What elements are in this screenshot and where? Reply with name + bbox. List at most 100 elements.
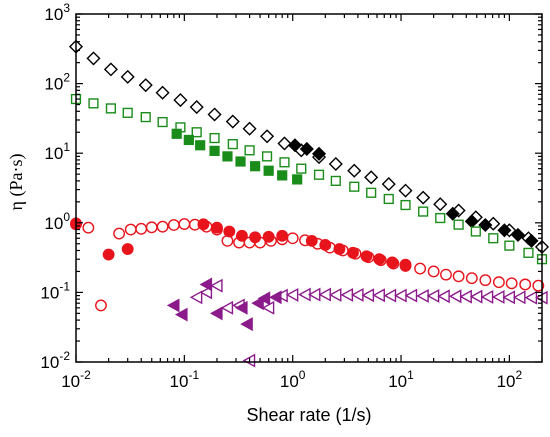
marker-square-open (488, 233, 499, 244)
marker-square-open (261, 151, 273, 162)
marker-triangle-left-filled (210, 306, 223, 321)
marker-diamond-filled (311, 146, 327, 161)
marker-triangle-left-open (199, 285, 213, 300)
marker-square-open (279, 157, 290, 168)
marker-square-open (209, 132, 220, 144)
marker-square-filled (183, 134, 194, 146)
marker-circle-open (178, 218, 191, 230)
marker-circle-filled (249, 231, 262, 244)
marker-triangle-left-open (416, 288, 429, 303)
marker-diamond-open (207, 107, 222, 122)
marker-square-open (400, 199, 411, 211)
marker-circle-open (492, 276, 505, 289)
marker-triangle-left-open (350, 287, 364, 302)
marker-square-filled (222, 151, 233, 162)
marker-diamond-open (416, 190, 431, 205)
marker-circle-open (95, 299, 107, 312)
marker-circle-filled (305, 234, 318, 247)
y-tick-label: 101 (44, 140, 70, 163)
x-tick-label: 101 (388, 368, 414, 391)
marker-square-filled (171, 128, 182, 139)
marker-square-open (122, 107, 133, 118)
y-axis-label: η (Pa·s) (6, 154, 27, 211)
marker-circle-open (532, 279, 545, 292)
marker-circle-filled (399, 258, 412, 271)
marker-circle-open (221, 234, 234, 247)
marker-diamond-open (173, 93, 188, 108)
marker-triangle-left-open (448, 289, 462, 304)
marker-square-open (366, 187, 377, 198)
marker-diamond-open (381, 177, 396, 192)
marker-triangle-left-filled (166, 298, 180, 313)
marker-triangle-left-open (491, 289, 505, 304)
marker-circle-open (145, 221, 158, 234)
marker-diamond-open (225, 114, 240, 129)
marker-triangle-left-filled (199, 277, 213, 292)
marker-square-open (313, 169, 325, 180)
marker-circle-open (82, 221, 95, 234)
marker-triangle-left-open (469, 289, 483, 304)
marker-diamond-open (398, 183, 413, 198)
marker-circle-open (452, 270, 465, 283)
marker-triangle-left-open (220, 300, 234, 315)
marker-diamond-open (347, 163, 362, 178)
marker-triangle-left-open (210, 278, 223, 293)
marker-triangle-left-filled (268, 290, 282, 305)
marker-triangle-left-open (480, 289, 494, 304)
marker-triangle-left-filled (257, 291, 271, 306)
marker-square-filled (277, 170, 288, 181)
marker-triangle-left-open (318, 287, 331, 302)
y-tick-label: 100 (44, 210, 70, 233)
marker-triangle-left-open (307, 287, 321, 302)
marker-circle-filled (223, 225, 236, 238)
marker-circle-open (156, 220, 169, 233)
marker-diamond-open (155, 85, 170, 100)
marker-square-open (296, 163, 307, 174)
y-tick-label: 102 (44, 71, 70, 94)
marker-square-filled (209, 145, 220, 156)
marker-circle-filled (276, 229, 289, 242)
marker-diamond-filled (299, 141, 314, 157)
marker-layer (68, 39, 550, 368)
marker-circle-open (113, 227, 126, 240)
marker-triangle-left-open (524, 290, 538, 305)
marker-diamond-filled (464, 214, 479, 229)
marker-circle-filled (319, 239, 332, 251)
marker-square-open (453, 219, 464, 230)
plot-frame (75, 13, 543, 363)
marker-circle-filled (333, 243, 346, 255)
marker-square-open (140, 112, 151, 123)
marker-triangle-left-open (261, 300, 275, 315)
marker-diamond-open (103, 62, 118, 77)
marker-diamond-open (242, 121, 257, 136)
marker-square-open (244, 145, 255, 156)
marker-diamond-open (120, 69, 135, 84)
marker-square-open (105, 103, 117, 114)
marker-circle-open (167, 219, 180, 231)
marker-diamond-filled (478, 217, 493, 233)
marker-square-open (157, 116, 168, 128)
marker-diamond-filled (287, 138, 303, 153)
x-tick-labels: 10-2 10-1 100 101 102 (61, 368, 522, 391)
marker-diamond-open (277, 136, 292, 151)
marker-square-open (349, 181, 360, 192)
marker-square-open (330, 175, 341, 186)
marker-diamond-open (486, 216, 501, 231)
marker-circle-open (440, 268, 452, 281)
marker-square-open (191, 127, 202, 138)
marker-triangle-left-open (189, 290, 203, 305)
marker-circle-open (505, 277, 518, 290)
marker-diamond-filled (445, 206, 460, 221)
x-tick-label: 10-2 (61, 368, 91, 391)
marker-triangle-left-filled (251, 296, 264, 311)
y-tick-label: 10-2 (40, 349, 70, 372)
marker-circle-filled (373, 253, 386, 266)
marker-triangle-left-open (372, 288, 385, 303)
marker-diamond-open (328, 156, 343, 172)
y-tick-label: 10-1 (40, 279, 70, 302)
marker-circle-filled (102, 248, 115, 261)
marker-square-open (383, 193, 394, 205)
marker-diamond-filled (510, 227, 526, 242)
marker-circle-open (479, 274, 492, 287)
marker-square-open (88, 98, 99, 109)
